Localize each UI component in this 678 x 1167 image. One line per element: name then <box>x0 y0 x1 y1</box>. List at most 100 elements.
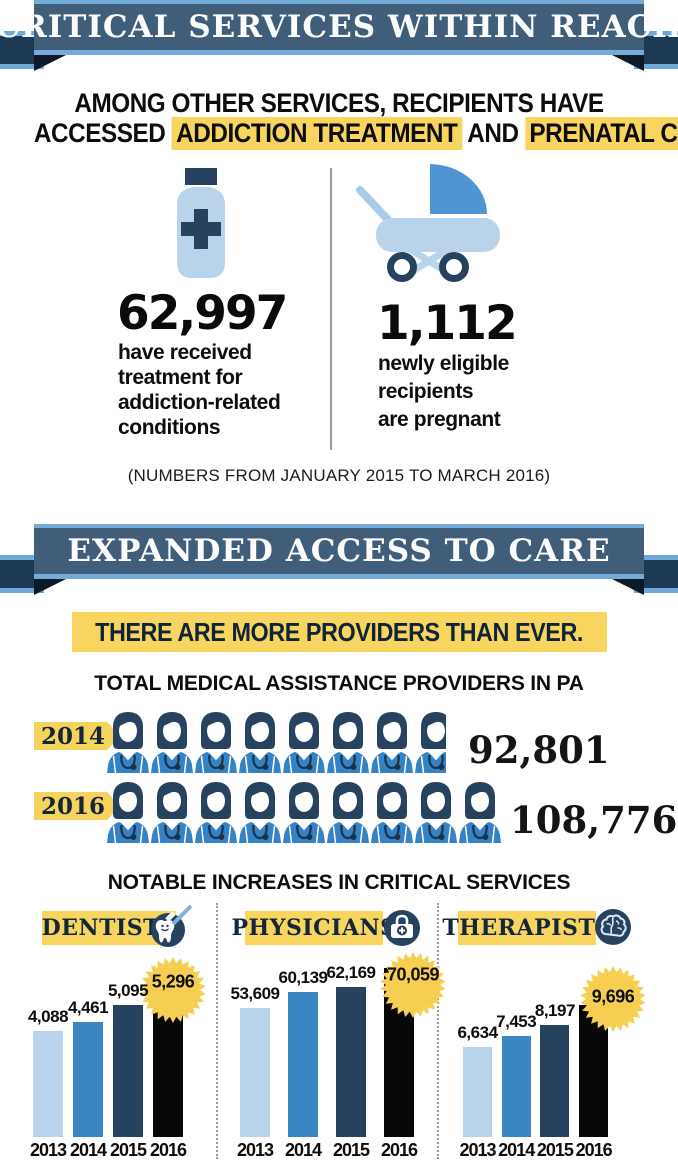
bar-dentists-2014 <box>73 1022 103 1137</box>
axis-year-label: 2013 <box>459 1140 496 1160</box>
female-doctor-icon <box>151 712 193 773</box>
axis-year-label: 2015 <box>109 1140 147 1160</box>
female-doctor-icon <box>371 712 413 773</box>
year-tag-2016: 2016 <box>34 792 120 820</box>
female-doctor-icon <box>327 782 369 843</box>
medical-bag-icon <box>380 906 424 955</box>
provider-pictogram-row-2016 <box>106 781 504 845</box>
starburst-badge-physicians <box>380 952 446 1018</box>
highlight-prenatal-care: PRENATAL CARE <box>524 117 678 150</box>
providers-tagline: THERE ARE MORE PROVIDERS THAN EVER. <box>72 612 607 652</box>
bar-value-label: 4,461 <box>67 998 109 1017</box>
ribbon-fold-right <box>612 55 644 71</box>
bar-value-label: 6,634 <box>457 1023 498 1042</box>
female-doctor-icon <box>283 782 325 843</box>
female-doctor-icon <box>239 782 281 843</box>
stat-description-line: are pregnant <box>378 408 501 431</box>
chart-title-therapists: THERAPISTS <box>442 915 612 941</box>
ribbon-fold-left <box>34 55 66 71</box>
banner-title: CRITICAL SERVICES WITHIN REACH <box>0 9 678 45</box>
chart-divider-2 <box>437 903 439 1159</box>
brain-icon <box>591 905 635 954</box>
ribbon-bar: CRITICAL SERVICES WITHIN REACH <box>0 0 678 55</box>
providers-title: TOTAL MEDICAL ASSISTANCE PROVIDERS IN PA <box>94 672 584 695</box>
chart-title-physicians: PHYSICIANS <box>231 915 397 941</box>
female-doctor-icon <box>283 712 325 773</box>
stat-description-line: addiction-related <box>118 391 281 414</box>
bar-value-label: 8,197 <box>534 1001 576 1020</box>
female-doctor-icon <box>151 782 193 843</box>
ribbon-banner-expanded-access: EXPANDED ACCESS TO CARE <box>0 524 678 599</box>
female-doctor-icon <box>371 782 413 843</box>
female-doctor-icon <box>415 712 446 773</box>
stat-description-line: newly eligible <box>378 352 509 375</box>
female-doctor-icon <box>195 712 237 773</box>
female-doctor-icon <box>195 782 237 843</box>
headline-line1: AMONG OTHER SERVICES, RECIPIENTS HAVE <box>74 88 604 118</box>
stat-pregnant-description: newly eligible recipients are pregnant <box>378 350 509 434</box>
starburst-badge-dentists <box>140 957 206 1023</box>
bar-dentists-2015 <box>113 1005 143 1137</box>
starburst-value-label: 9,696 <box>591 986 635 1007</box>
stat-description-line: recipients <box>378 380 474 403</box>
bar-value-label: 60,139 <box>278 968 329 987</box>
axis-year-label: 2016 <box>149 1140 187 1160</box>
axis-year-label: 2015 <box>332 1140 370 1160</box>
stat-pregnant-value: 1,112 <box>377 296 518 351</box>
bar-value-label: 4,088 <box>27 1007 69 1026</box>
bar-dentists-2013 <box>33 1031 63 1137</box>
chart-header-physicians: PHYSICIANS <box>231 911 396 945</box>
female-doctor-icon <box>239 712 281 773</box>
provider-pictogram-row-2014 <box>106 711 446 775</box>
female-doctor-icon <box>107 782 149 843</box>
stat-description-line: have received <box>118 341 252 364</box>
tooth-icon <box>145 903 195 958</box>
bar-value-label: 53,609 <box>230 984 281 1003</box>
bar-physicians-2014 <box>288 992 318 1137</box>
bar-physicians-2013 <box>240 1008 270 1137</box>
highlight-addiction-treatment: ADDICTION TREATMENT <box>171 117 462 150</box>
banner-title: EXPANDED ACCESS TO CARE <box>67 533 611 569</box>
axis-year-label: 2014 <box>69 1140 107 1160</box>
bar-value-label: 5,095 <box>107 981 149 1000</box>
providers-count-2014: 92,801 <box>468 728 610 772</box>
female-doctor-icon <box>415 782 457 843</box>
ribbon-fold-left <box>34 579 66 595</box>
chart-header-therapists: THERAPISTS <box>442 911 611 945</box>
headline-line2: ACCESSED ADDICTION TREATMENT AND PRENATA… <box>33 117 678 150</box>
bar-value-label: 62,169 <box>326 963 377 982</box>
axis-year-label: 2016 <box>380 1140 418 1160</box>
headline-and: AND <box>467 118 519 148</box>
headline: AMONG OTHER SERVICES, RECIPIENTS HAVE AC… <box>0 88 678 150</box>
baby-carriage-icon <box>350 162 505 287</box>
bar-therapists-2016 <box>579 1005 609 1137</box>
bar-therapists-2013 <box>463 1047 492 1137</box>
year-tag-2014: 2014 <box>34 722 120 750</box>
stat-description-line: conditions <box>118 416 221 439</box>
starburst-badge-therapists <box>580 966 646 1032</box>
headline-accessed: ACCESSED <box>33 118 166 148</box>
providers-count-2016: 108,776 <box>510 798 678 842</box>
stat-addiction-description: have received treatment for addiction-rela… <box>118 340 281 440</box>
bar-value-label: 7,453 <box>496 1012 537 1031</box>
bar-physicians-2015 <box>336 987 366 1137</box>
axis-year-label: 2013 <box>236 1140 274 1160</box>
axis-year-label: 2015 <box>536 1140 574 1160</box>
medicine-bottle-icon <box>165 168 237 285</box>
ribbon-banner-critical-services: CRITICAL SERVICES WITHIN REACH <box>0 0 678 75</box>
stat-addiction-value: 62,997 <box>117 286 288 341</box>
stats-caption: (NUMBERS FROM JANUARY 2015 TO MARCH 2016… <box>127 466 551 485</box>
axis-year-label: 2014 <box>284 1140 322 1160</box>
axis-year-label: 2013 <box>29 1140 67 1160</box>
female-doctor-icon <box>327 712 369 773</box>
ribbon-bar: EXPANDED ACCESS TO CARE <box>34 524 644 579</box>
starburst-value-label: 5,296 <box>151 971 195 992</box>
increases-title: NOTABLE INCREASES IN CRITICAL SERVICES <box>107 871 571 894</box>
female-doctor-icon <box>107 712 149 773</box>
stat-description-line: treatment for <box>118 366 243 389</box>
female-doctor-icon <box>459 782 501 843</box>
providers-tagline-text: THERE ARE MORE PROVIDERS THAN EVER. <box>95 616 584 647</box>
bar-therapists-2014 <box>501 1036 531 1137</box>
stats-column-divider <box>330 168 332 450</box>
